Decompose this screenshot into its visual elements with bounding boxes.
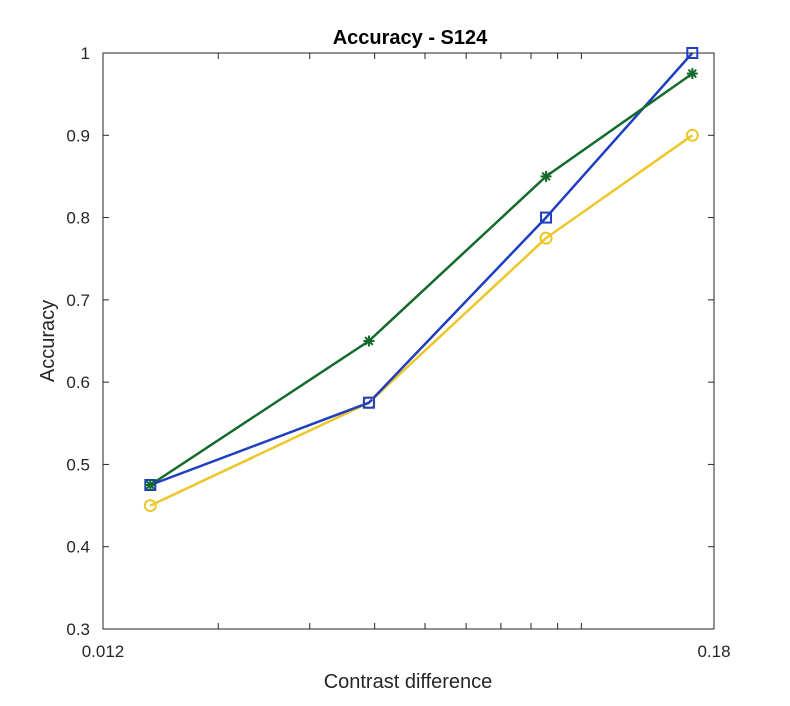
y-axis-label: Accuracy bbox=[37, 300, 59, 382]
y-tick-label: 0.4 bbox=[66, 538, 90, 557]
plot-area bbox=[102, 52, 715, 630]
y-tick-label: 0.7 bbox=[66, 291, 90, 310]
series-markers bbox=[143, 47, 699, 513]
series-3-marker bbox=[144, 479, 156, 491]
x-tick-label-min: 0.012 bbox=[82, 642, 125, 661]
series-2-marker bbox=[686, 47, 699, 59]
y-tick-label: 1 bbox=[81, 44, 90, 63]
series-3-marker bbox=[363, 335, 375, 347]
y-tick-label: 0.6 bbox=[66, 373, 90, 392]
y-tick-label: 0.9 bbox=[66, 126, 90, 145]
series-3-marker bbox=[686, 68, 698, 80]
y-tick-label: 0.3 bbox=[66, 620, 90, 639]
series-1-marker bbox=[143, 499, 157, 513]
series-3-marker bbox=[540, 170, 552, 182]
series-line-2 bbox=[149, 52, 694, 487]
series-lines bbox=[149, 52, 694, 507]
series-1-marker bbox=[685, 128, 699, 142]
y-tick-label: 0.8 bbox=[66, 209, 90, 228]
series-2-marker bbox=[540, 211, 553, 224]
y-tick-label: 0.5 bbox=[66, 455, 90, 474]
chart-title: Accuracy - S124 bbox=[333, 27, 488, 49]
axis-ticks bbox=[103, 52, 714, 630]
series-line-1 bbox=[149, 134, 694, 507]
y-tick-labels: 0.3 0.4 0.5 0.6 0.7 0.8 0.9 1 bbox=[66, 44, 90, 639]
series-2-marker bbox=[362, 396, 375, 409]
series-line-3 bbox=[149, 72, 694, 487]
series-1-marker bbox=[539, 231, 553, 245]
x-tick-label-max: 0.18 bbox=[697, 642, 730, 661]
x-axis-label: Contrast difference bbox=[324, 671, 493, 693]
